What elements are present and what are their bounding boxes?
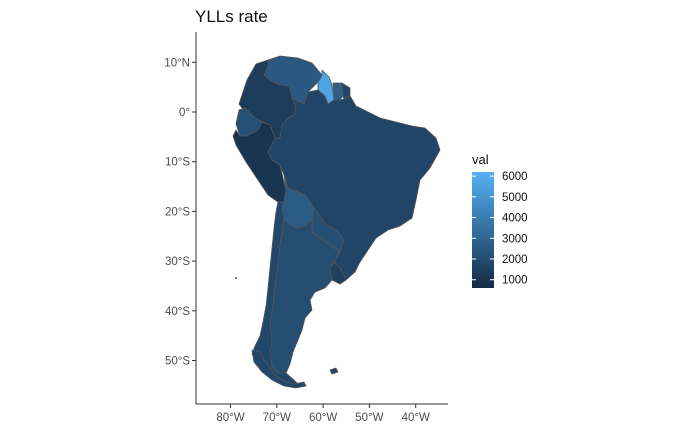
legend-label: 6000 (502, 171, 528, 183)
legend-label: 2000 (502, 254, 528, 266)
island-dot (235, 277, 237, 279)
y-tick-label: 10°N (164, 57, 190, 69)
y-tick-label: 10°S (165, 157, 190, 169)
x-tick-label: 40°W (402, 412, 430, 424)
region-falkland-islands (329, 367, 339, 375)
y-tick-label: 20°S (165, 206, 190, 218)
y-tick-label: 50°S (165, 356, 190, 368)
region-chile-islands (251, 349, 307, 389)
legend-label: 1000 (502, 275, 528, 287)
map-title: YLLs rate (195, 7, 268, 26)
x-tick-label: 60°W (309, 412, 337, 424)
legend-title: val (472, 152, 489, 167)
legend-label: 4000 (502, 213, 528, 225)
legend-ticks: 6000 5000 4000 3000 2000 1000 (472, 171, 528, 287)
region-suriname (332, 82, 344, 101)
x-tick-label: 50°W (355, 412, 383, 424)
x-ticks: 80°W 70°W 60°W 50°W 40°W (216, 404, 430, 424)
legend: val 6000 5000 4000 3000 2000 1000 (472, 152, 528, 288)
x-tick-label: 70°W (263, 412, 291, 424)
axes-layer: 10°N 0° 10°S 20°S 30°S 40°S 50°S 80°W 70°W 60°W 5… (164, 32, 448, 424)
x-tick-label: 80°W (216, 412, 244, 424)
legend-colorbar (472, 172, 494, 288)
countries-layer (232, 55, 441, 389)
legend-label: 3000 (502, 233, 528, 245)
y-tick-label: 30°S (165, 256, 190, 268)
y-tick-label: 40°S (165, 306, 190, 318)
y-ticks: 10°N 0° 10°S 20°S 30°S 40°S 50°S (164, 57, 196, 368)
legend-label: 5000 (502, 192, 528, 204)
region-brazil (267, 89, 441, 281)
y-tick-label: 0° (179, 107, 190, 119)
